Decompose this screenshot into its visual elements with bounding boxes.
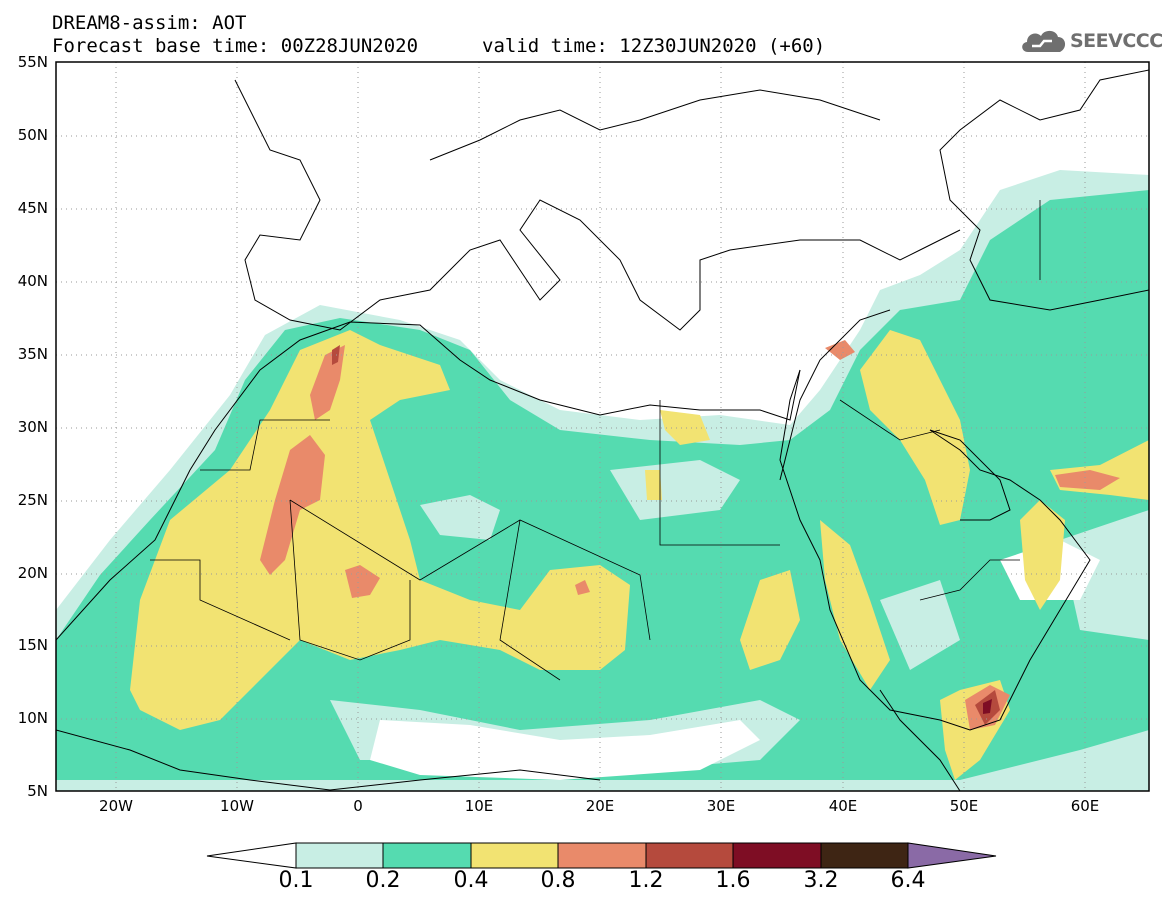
colorbar-label: 0.1: [278, 868, 314, 893]
lon-label: 20E: [585, 797, 615, 815]
colorbar: [206, 842, 997, 869]
colorbar-label: 6.4: [890, 868, 926, 893]
lat-label: 5N: [27, 782, 48, 800]
coastlines: [56, 69, 1149, 791]
lat-label: 15N: [17, 636, 48, 654]
colorbar-swatch: [382, 842, 472, 869]
lat-label: 50N: [17, 126, 48, 144]
lon-label: 40E: [828, 797, 858, 815]
colorbar-over-arrow: [907, 842, 997, 869]
map-frame: [55, 61, 1150, 792]
lon-label: 0: [353, 797, 363, 815]
lat-label: 30N: [17, 418, 48, 436]
lat-label: 20N: [17, 564, 48, 582]
colorbar-swatch: [470, 842, 559, 869]
colorbar-swatch: [732, 842, 822, 869]
lon-label: 20W: [99, 797, 133, 815]
colorbar-swatch: [820, 842, 909, 869]
colorbar-swatch: [645, 842, 734, 869]
colorbar-label: 0.2: [365, 868, 401, 893]
lon-label: 50E: [949, 797, 979, 815]
aot-fields: [56, 170, 1149, 791]
map-title: DREAM8-assim: AOT: [52, 12, 247, 34]
lat-label: 55N: [17, 53, 48, 71]
lat-label: 10N: [17, 709, 48, 727]
forecast-base-time: Forecast base time: 00Z28JUN2020: [52, 35, 419, 57]
lon-label: 30E: [706, 797, 736, 815]
lat-label: 45N: [17, 199, 48, 217]
seevccc-logo: SEEVCCC: [1018, 24, 1163, 58]
colorbar-under-arrow: [206, 842, 297, 869]
lat-label: 25N: [17, 491, 48, 509]
colorbar-label: 0.8: [540, 868, 576, 893]
cloud-icon: [1022, 30, 1066, 52]
colorbar-label: 3.2: [803, 868, 839, 893]
logo-text: SEEVCCC: [1070, 30, 1163, 52]
colorbar-swatch: [295, 842, 384, 869]
colorbar-label: 1.6: [715, 868, 751, 893]
colorbar-label: 0.4: [453, 868, 489, 893]
lat-label: 35N: [17, 345, 48, 363]
lon-label: 10W: [220, 797, 254, 815]
lon-label: 10E: [464, 797, 494, 815]
colorbar-label: 1.2: [628, 868, 664, 893]
country-borders: [150, 200, 1041, 681]
colorbar-swatch: [557, 842, 647, 869]
lat-label: 40N: [17, 272, 48, 290]
lon-label: 60E: [1070, 797, 1100, 815]
valid-time: valid time: 12Z30JUN2020 (+60): [482, 35, 826, 57]
grid-lines: [56, 62, 1149, 791]
